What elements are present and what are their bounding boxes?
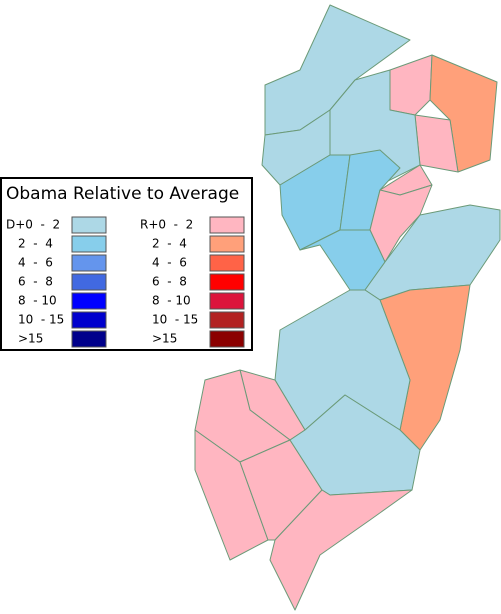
legend-label: 2 - 4 <box>152 237 187 251</box>
legend-label: 8 - 10 <box>152 294 191 308</box>
legend-swatch <box>71 273 107 291</box>
legend-swatch <box>209 292 245 310</box>
county <box>269 489 413 611</box>
legend-swatch <box>71 254 107 272</box>
legend-label: 4 - 6 <box>18 256 53 270</box>
legend-label: 6 - 8 <box>152 275 187 289</box>
legend-swatch <box>209 254 245 272</box>
legend-swatch <box>209 216 245 234</box>
legend-swatch <box>209 311 245 329</box>
legend-label: 10 - 15 <box>18 313 64 327</box>
legend-title: Obama Relative to Average <box>6 184 239 204</box>
legend-swatch <box>71 216 107 234</box>
legend-swatch <box>71 292 107 310</box>
legend-label: 8 - 10 <box>18 294 57 308</box>
legend-label: 2 - 4 <box>18 237 53 251</box>
legend-label: R+0 - 2 <box>140 218 193 232</box>
counties <box>194 4 501 611</box>
county <box>194 429 269 561</box>
legend-swatch <box>71 235 107 253</box>
legend-label: D+0 - 2 <box>6 218 60 232</box>
legend-swatch <box>209 273 245 291</box>
legend-label: >15 <box>18 332 43 346</box>
county <box>389 54 433 116</box>
legend-swatch <box>209 330 245 348</box>
legend: Obama Relative to Average D+0 - 2 2 - 4 4 … <box>0 177 253 351</box>
legend-label: 6 - 8 <box>18 275 53 289</box>
legend-label: 10 - 15 <box>152 313 198 327</box>
legend-label: 4 - 6 <box>152 256 187 270</box>
legend-swatch <box>71 330 107 348</box>
legend-label: >15 <box>152 332 177 346</box>
legend-swatch <box>209 235 245 253</box>
legend-swatch <box>71 311 107 329</box>
